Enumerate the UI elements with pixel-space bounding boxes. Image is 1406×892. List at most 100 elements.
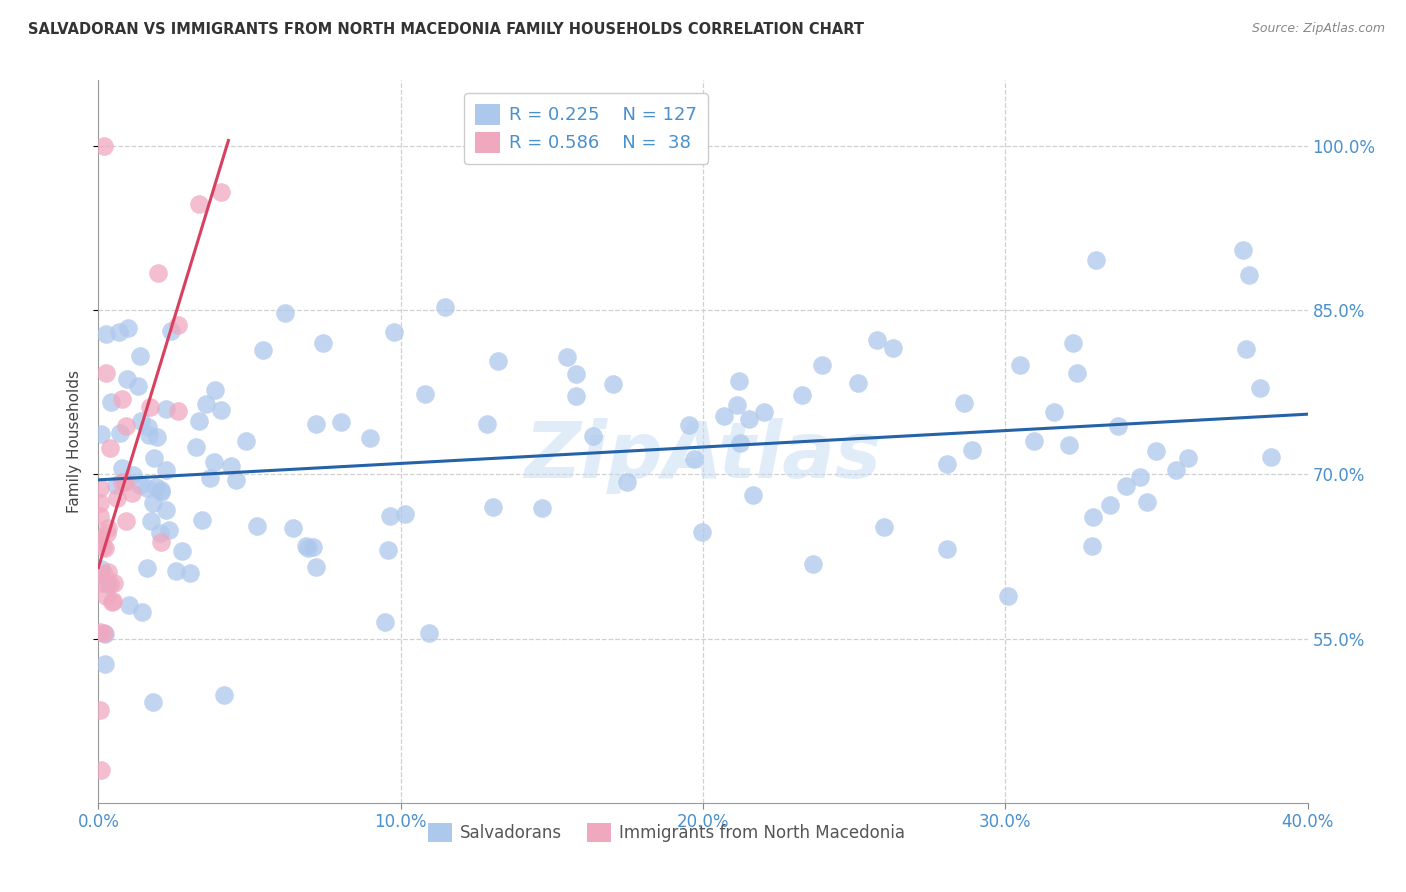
Y-axis label: Family Households: Family Households (67, 370, 83, 513)
Point (1059, 438, 1081, 452)
Point (115, 419, 138, 434)
Point (127, 378, 149, 392)
Point (143, 451, 166, 466)
Point (96, 526, 118, 541)
Point (179, 566, 201, 580)
Point (1260, 450, 1282, 465)
Point (1107, 418, 1129, 433)
Point (378, 509, 401, 524)
Point (312, 336, 335, 351)
Point (683, 451, 706, 466)
Point (114, 475, 136, 489)
Point (118, 598, 141, 612)
Point (90, 562, 112, 576)
Point (294, 539, 316, 553)
Point (167, 318, 190, 332)
Point (1008, 358, 1031, 372)
Point (1085, 253, 1108, 268)
Point (89, 702, 111, 716)
Point (97, 521, 120, 535)
Point (94, 657, 117, 671)
Point (246, 518, 269, 533)
Point (98, 577, 121, 591)
Point (865, 334, 887, 348)
Point (105, 491, 128, 506)
Point (93, 566, 115, 581)
Point (131, 606, 153, 620)
Point (1239, 268, 1261, 282)
Point (1164, 463, 1187, 477)
Point (1081, 510, 1104, 524)
Point (531, 501, 554, 516)
Point (377, 542, 399, 557)
Point (302, 540, 325, 554)
Point (713, 409, 735, 423)
Point (936, 541, 959, 556)
Point (117, 321, 139, 335)
Point (111, 461, 134, 475)
Point (200, 471, 222, 485)
Point (482, 500, 505, 514)
Point (235, 434, 257, 448)
Point (111, 392, 134, 406)
Point (678, 418, 700, 433)
Point (209, 402, 232, 417)
Point (96, 576, 118, 591)
Point (142, 496, 165, 510)
Text: Source: ZipAtlas.com: Source: ZipAtlas.com (1251, 22, 1385, 36)
Point (89, 535, 111, 549)
Point (1081, 539, 1104, 553)
Point (121, 486, 143, 500)
Point (170, 544, 193, 558)
Point (94, 589, 117, 603)
Point (330, 415, 353, 429)
Point (101, 594, 124, 608)
Point (149, 526, 172, 541)
Point (1043, 405, 1066, 419)
Point (214, 688, 236, 702)
Point (90, 426, 112, 441)
Point (1144, 443, 1167, 458)
Point (155, 402, 177, 417)
Point (115, 372, 138, 386)
Point (129, 414, 152, 428)
Point (167, 404, 190, 418)
Point (1249, 381, 1271, 395)
Point (997, 589, 1019, 603)
Point (159, 324, 181, 338)
Point (202, 455, 225, 469)
Point (103, 576, 125, 591)
Point (138, 428, 160, 442)
Point (690, 524, 713, 539)
Point (486, 354, 509, 368)
Point (811, 358, 834, 372)
Point (139, 514, 162, 528)
Point (846, 376, 869, 391)
Point (209, 185, 232, 199)
Point (882, 341, 904, 355)
Point (136, 560, 159, 574)
Point (252, 343, 274, 358)
Point (1098, 498, 1121, 512)
Point (150, 483, 173, 497)
Point (1115, 479, 1137, 493)
Point (728, 435, 751, 450)
Point (155, 503, 177, 517)
Point (1024, 434, 1046, 448)
Point (108, 325, 131, 339)
Point (225, 473, 247, 487)
Point (274, 306, 297, 320)
Point (97, 566, 120, 580)
Point (91, 540, 114, 554)
Point (105, 478, 128, 492)
Point (1062, 335, 1084, 350)
Point (1129, 470, 1152, 484)
Point (204, 383, 226, 397)
Point (557, 350, 579, 364)
Point (145, 480, 167, 494)
Point (433, 300, 456, 314)
Point (738, 412, 761, 426)
Point (801, 557, 824, 571)
Point (565, 367, 588, 381)
Point (115, 514, 138, 528)
